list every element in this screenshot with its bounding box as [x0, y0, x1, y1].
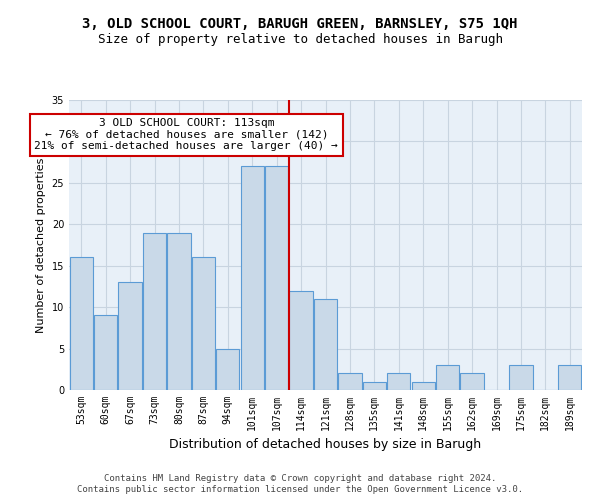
Bar [192, 258, 215, 390]
Bar [460, 374, 484, 390]
Text: Size of property relative to detached houses in Barugh: Size of property relative to detached ho… [97, 32, 503, 46]
Bar [558, 365, 581, 390]
Bar [70, 258, 93, 390]
Bar [167, 232, 191, 390]
Bar [338, 374, 362, 390]
Bar [265, 166, 288, 390]
Bar [143, 232, 166, 390]
Bar [436, 365, 459, 390]
Text: Contains HM Land Registry data © Crown copyright and database right 2024.
Contai: Contains HM Land Registry data © Crown c… [77, 474, 523, 494]
Bar [118, 282, 142, 390]
Bar [94, 316, 117, 390]
Bar [289, 290, 313, 390]
Y-axis label: Number of detached properties: Number of detached properties [36, 158, 46, 332]
Bar [387, 374, 410, 390]
Bar [314, 299, 337, 390]
Bar [509, 365, 533, 390]
X-axis label: Distribution of detached houses by size in Barugh: Distribution of detached houses by size … [169, 438, 482, 452]
Bar [363, 382, 386, 390]
Bar [216, 348, 239, 390]
Bar [241, 166, 264, 390]
Text: 3, OLD SCHOOL COURT, BARUGH GREEN, BARNSLEY, S75 1QH: 3, OLD SCHOOL COURT, BARUGH GREEN, BARNS… [82, 18, 518, 32]
Bar [412, 382, 435, 390]
Text: 3 OLD SCHOOL COURT: 113sqm
← 76% of detached houses are smaller (142)
21% of sem: 3 OLD SCHOOL COURT: 113sqm ← 76% of deta… [34, 118, 338, 152]
